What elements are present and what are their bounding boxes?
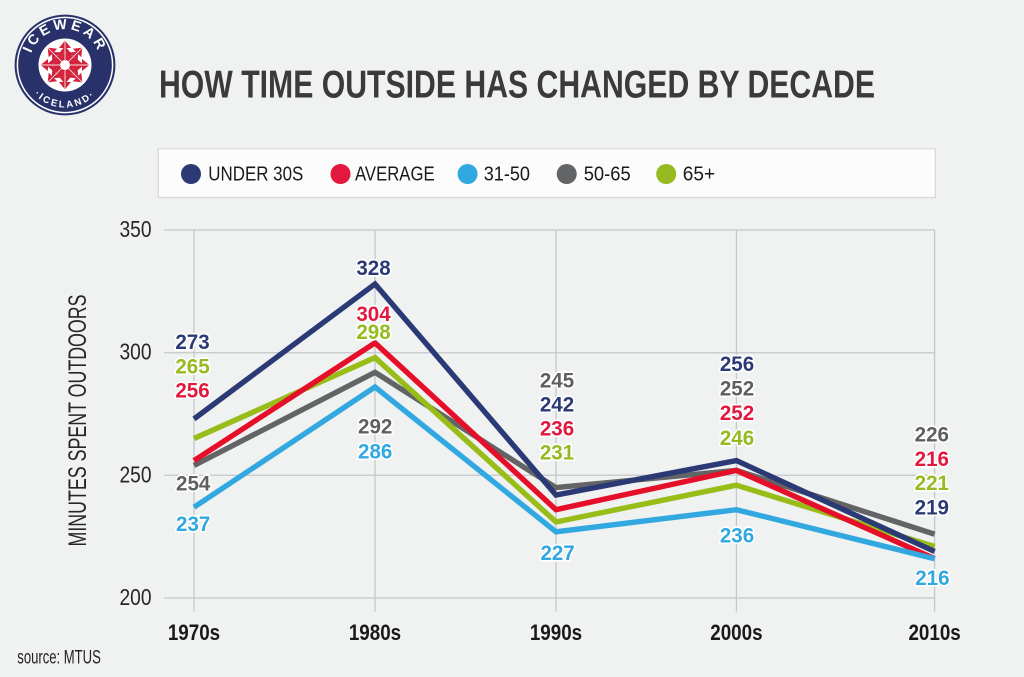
svg-text:1980s: 1980s [349, 620, 401, 645]
svg-text:273: 273 [175, 329, 209, 354]
svg-text:236: 236 [540, 416, 574, 441]
svg-text:HOW TIME OUTSIDE HAS CHANGED B: HOW TIME OUTSIDE HAS CHANGED BY DECADE [159, 64, 875, 107]
svg-text:65+: 65+ [683, 163, 715, 185]
svg-text:256: 256 [175, 378, 209, 403]
svg-text:265: 265 [175, 353, 209, 378]
svg-text:237: 237 [176, 511, 210, 536]
svg-text:200: 200 [120, 584, 152, 610]
svg-text:31-50: 31-50 [484, 163, 530, 185]
svg-text:AVERAGE: AVERAGE [355, 163, 435, 185]
svg-text:2010s: 2010s [908, 620, 960, 645]
svg-text:236: 236 [720, 522, 754, 547]
svg-text:298: 298 [356, 319, 390, 344]
svg-text:MINUTES SPENT OUTDOORS: MINUTES SPENT OUTDOORS [64, 295, 92, 547]
svg-text:300: 300 [120, 339, 152, 365]
svg-text:328: 328 [356, 255, 390, 280]
svg-text:UNDER 30S: UNDER 30S [208, 163, 303, 185]
svg-text:350: 350 [120, 216, 152, 242]
svg-text:source: MTUS: source: MTUS [17, 647, 101, 669]
svg-text:50-65: 50-65 [584, 163, 631, 185]
svg-text:254: 254 [176, 471, 210, 496]
svg-text:231: 231 [540, 440, 574, 465]
svg-text:216: 216 [915, 446, 949, 471]
svg-text:250: 250 [120, 461, 152, 487]
svg-text:1990s: 1990s [530, 620, 582, 645]
svg-text:226: 226 [915, 422, 949, 447]
svg-text:242: 242 [540, 392, 574, 417]
svg-text:216: 216 [915, 565, 949, 590]
svg-text:2000s: 2000s [710, 620, 762, 645]
svg-text:246: 246 [720, 425, 754, 450]
svg-text:304: 304 [356, 301, 390, 326]
svg-text:286: 286 [358, 438, 392, 463]
svg-text:252: 252 [720, 400, 754, 425]
svg-text:227: 227 [540, 540, 574, 565]
svg-text:292: 292 [358, 414, 392, 439]
svg-text:252: 252 [720, 376, 754, 401]
svg-text:245: 245 [540, 368, 574, 393]
svg-text:1970s: 1970s [168, 620, 220, 645]
svg-text:256: 256 [720, 351, 754, 376]
svg-text:219: 219 [915, 495, 949, 520]
svg-text:221: 221 [915, 470, 949, 495]
